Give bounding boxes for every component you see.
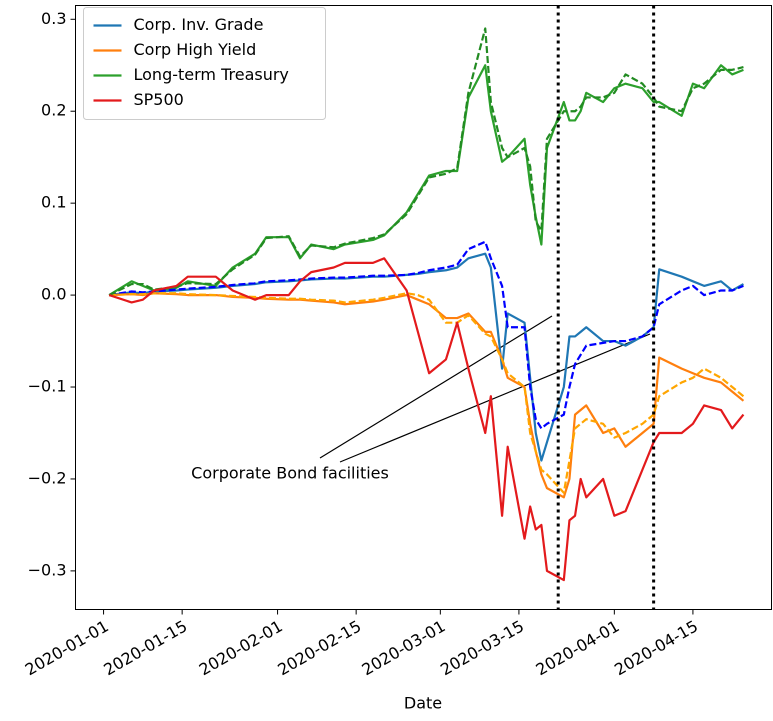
x-tick-label: 2020-02-01 bbox=[196, 616, 286, 679]
annotation-arrows bbox=[319, 315, 651, 463]
dashed-line bbox=[109, 292, 745, 494]
plot-frame bbox=[75, 5, 772, 610]
x-tick-label: 2020-04-15 bbox=[611, 616, 701, 679]
legend-label: Corp High Yield bbox=[134, 40, 257, 59]
line bbox=[108, 257, 745, 582]
x-tick-label: 2020-01-01 bbox=[22, 616, 112, 679]
y-tick-label: 0.1 bbox=[41, 193, 66, 212]
y-tick-label: 0.3 bbox=[41, 9, 66, 28]
legend-label: Long-term Treasury bbox=[134, 65, 289, 84]
x-tick-label: 2020-03-15 bbox=[437, 616, 527, 679]
legend-label: SP500 bbox=[134, 90, 184, 109]
y-tick-label: −0.3 bbox=[28, 560, 67, 579]
y-tick-label: −0.1 bbox=[28, 377, 67, 396]
annotation: Corporate Bond facilities bbox=[191, 464, 389, 483]
x-tick-label: 2020-02-15 bbox=[274, 616, 364, 679]
x-tick-label: 2020-04-01 bbox=[533, 616, 623, 679]
legend-label: Corp. Inv. Grade bbox=[134, 15, 264, 34]
arrow bbox=[319, 315, 553, 459]
x-tick-label: 2020-01-15 bbox=[100, 616, 190, 679]
legend-box bbox=[83, 7, 326, 120]
legend: Corp. Inv. Grade Corp High Yield Long-term… bbox=[83, 7, 326, 120]
y-tick-label: −0.2 bbox=[28, 468, 67, 487]
x-axis-label: Date bbox=[404, 694, 442, 713]
y-tick-label: 0.2 bbox=[41, 101, 66, 120]
y-tick-label: 0.0 bbox=[41, 285, 66, 304]
arrow bbox=[339, 333, 651, 463]
dashed-line bbox=[108, 27, 744, 297]
dashed-line bbox=[109, 240, 744, 430]
x-tick-label: 2020-03-01 bbox=[359, 616, 449, 679]
